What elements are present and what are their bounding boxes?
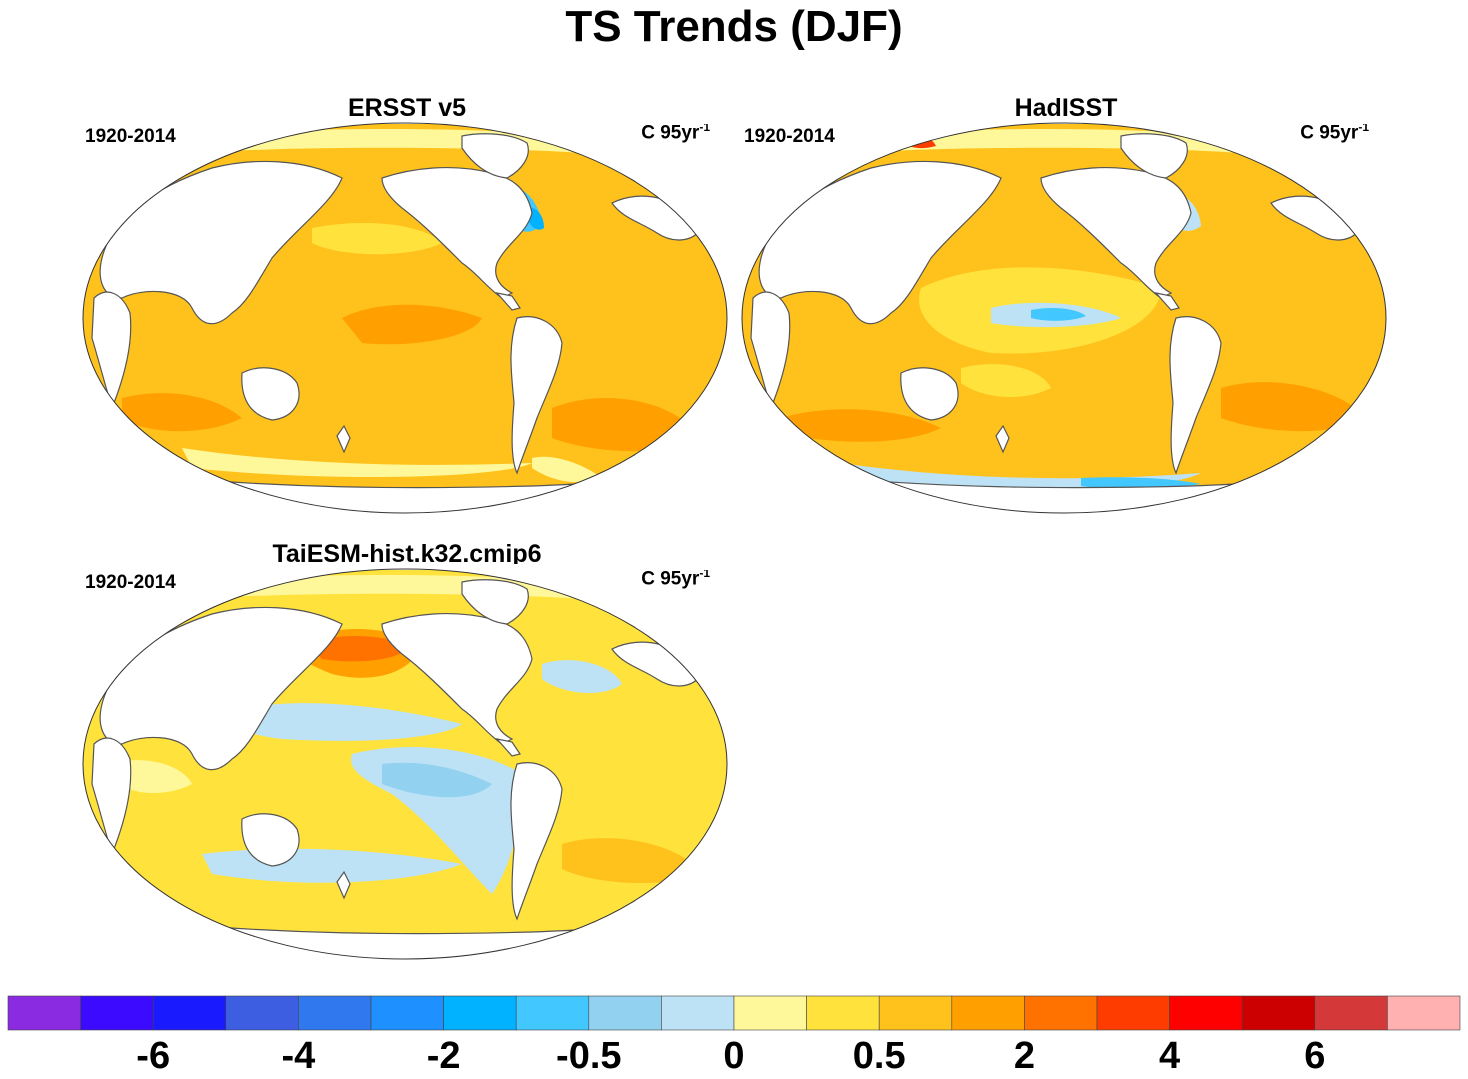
land-mass [241, 813, 300, 867]
panel-title: ERSST v5 [347, 94, 467, 122]
colorbar-box [225, 995, 299, 1031]
units-label: C 95yr-1 [641, 566, 710, 590]
land-mass [750, 291, 791, 410]
land-mass [495, 292, 521, 311]
trend-contour [532, 456, 602, 483]
colorbar-box [80, 995, 154, 1031]
land-mass [1120, 133, 1188, 179]
land-mass [1169, 316, 1222, 475]
colorbar-tick-label: 2 [1013, 1035, 1035, 1077]
land-mass [510, 316, 563, 475]
main-title: TS Trends (DJF) [565, 2, 903, 51]
period-label: 1920-2014 [85, 572, 176, 593]
panel-title: HadISST [1014, 94, 1118, 122]
colorbar-tick-label: 0 [723, 1035, 745, 1077]
trend-contour [122, 393, 242, 432]
trend-contour [1221, 382, 1366, 432]
land-mass [336, 424, 351, 454]
map-border [82, 122, 728, 514]
land-mass [510, 762, 563, 921]
land-mass [461, 133, 529, 179]
colorbar-box [588, 995, 662, 1031]
land-mass [99, 160, 343, 325]
units-label: C 95yr-1 [641, 120, 710, 144]
colorbar-box [152, 995, 227, 1031]
map-border [741, 122, 1387, 514]
colorbar-box [661, 995, 735, 1031]
map-hadisst [741, 118, 1391, 518]
colorbar-tick-label: -4 [281, 1035, 316, 1077]
trend-contour [222, 703, 462, 741]
trend-contour [112, 760, 192, 794]
colorbar-box [1387, 995, 1461, 1031]
panel-taiesm: TaiESM-hist.k32.cmip6 1920-2014 C 95yr-1 [82, 540, 732, 964]
panel-title: TaiESM-hist.k32.cmip6 [272, 540, 542, 568]
colorbar-tick-label: -2 [426, 1035, 461, 1077]
trend-contour [382, 762, 492, 798]
colorbar-box [806, 995, 880, 1031]
trend-contour [961, 364, 1051, 398]
colorbar-box [878, 995, 953, 1031]
land-mass [758, 160, 1002, 325]
trend-contour [542, 660, 622, 694]
land-mass [241, 367, 300, 421]
colorbar [7, 995, 1461, 1031]
land-mass [91, 737, 132, 856]
colorbar-box [951, 995, 1025, 1031]
trend-contour [312, 223, 442, 255]
colorbar-box [1169, 995, 1243, 1031]
colorbar-tick-label: 6 [1304, 1035, 1326, 1077]
period-label: 1920-2014 [744, 126, 835, 147]
land-mass [99, 606, 343, 771]
map-border [82, 568, 728, 960]
colorbar-tick-label: 4 [1159, 1035, 1181, 1077]
map-taiesm [82, 564, 732, 964]
colorbar-box [1241, 995, 1316, 1031]
trend-contour [901, 135, 936, 149]
trend-contour [307, 635, 412, 662]
colorbar-box [7, 995, 81, 1031]
colorbar-box [443, 995, 517, 1031]
colorbar-tick-label: -6 [136, 1035, 171, 1077]
colorbar-tick-label: 0.5 [852, 1035, 906, 1077]
trend-contour [342, 304, 482, 345]
panel-ersst: ERSST v5 1920-2014 C 95yr-1 [82, 94, 732, 518]
land-mass [995, 424, 1010, 454]
land-mass [461, 579, 529, 625]
land-mass [336, 870, 351, 900]
land-mass [495, 738, 521, 757]
land-mass [91, 291, 132, 410]
colorbar-tick-label: -0.5 [556, 1035, 622, 1077]
trend-contour [182, 448, 532, 478]
land-mass [900, 367, 959, 421]
colorbar-box [298, 995, 372, 1031]
trend-contour [1031, 308, 1086, 321]
colorbar-box [370, 995, 444, 1031]
colorbar-box [515, 995, 590, 1031]
trend-contour [781, 409, 941, 442]
panel-hadisst: HadISST 1920-2014 C 95yr-1 [741, 94, 1391, 518]
trend-contour [562, 838, 702, 884]
colorbar-box [1096, 995, 1170, 1031]
units-label: C 95yr-1 [1300, 120, 1369, 144]
colorbar-box [733, 995, 807, 1031]
colorbar-box [1024, 995, 1098, 1031]
period-label: 1920-2014 [85, 126, 176, 147]
land-mass [1154, 292, 1180, 311]
colorbar-box [1314, 995, 1388, 1031]
map-ersst [82, 118, 732, 518]
